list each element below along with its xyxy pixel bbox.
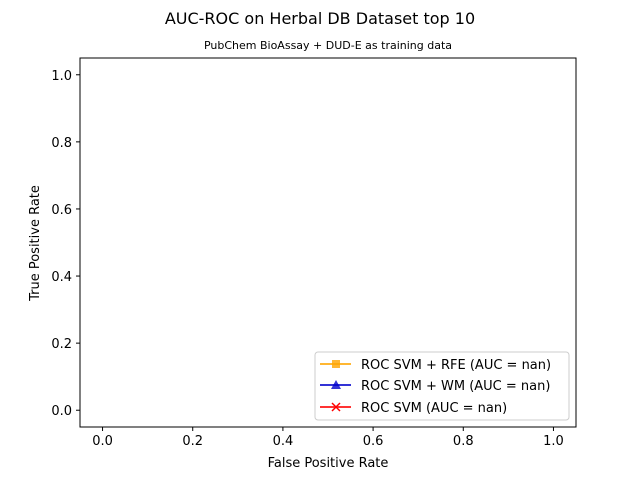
legend-label: ROC SVM (AUC = nan)	[361, 401, 507, 416]
x-tick-label: 0.0	[92, 434, 113, 449]
y-axis: 0.0 0.2 0.4 0.6 0.8 1.0	[51, 69, 80, 419]
legend: ROC SVM + RFE (AUC = nan) ROC SVM + WM (A…	[314, 351, 570, 421]
x-tick-label: 0.6	[363, 434, 384, 449]
legend-item: ROC SVM + RFE (AUC = nan)	[320, 358, 551, 373]
x-tick-label: 0.8	[453, 434, 474, 449]
y-tick-label: 1.0	[51, 69, 72, 84]
square-marker-icon	[332, 360, 340, 368]
y-tick-label: 0.8	[51, 136, 72, 151]
y-tick-label: 0.6	[51, 203, 72, 218]
legend-item: ROC SVM + WM (AUC = nan)	[320, 379, 550, 394]
legend-item: ROC SVM (AUC = nan)	[320, 401, 507, 416]
chart-title: AUC-ROC on Herbal DB Dataset top 10	[165, 9, 475, 28]
x-axis: 0.0 0.2 0.4 0.6 0.8 1.0	[92, 427, 564, 449]
x-tick-label: 0.4	[273, 434, 294, 449]
chart-subtitle: PubChem BioAssay + DUD-E as training dat…	[204, 39, 452, 52]
y-axis-label: True Positive Rate	[28, 185, 43, 302]
x-axis-label: False Positive Rate	[268, 456, 389, 471]
x-tick-label: 0.2	[182, 434, 203, 449]
legend-label: ROC SVM + WM (AUC = nan)	[361, 379, 550, 394]
plot-area	[79, 57, 577, 428]
x-tick-label: 1.0	[543, 434, 564, 449]
legend-label: ROC SVM + RFE (AUC = nan)	[361, 358, 551, 373]
triangle-marker-icon	[331, 380, 341, 389]
x-marker-icon	[331, 402, 341, 412]
legend-box	[314, 351, 570, 421]
y-tick-label: 0.4	[51, 270, 72, 285]
y-tick-label: 0.2	[51, 337, 72, 352]
y-tick-label: 0.0	[51, 404, 72, 419]
